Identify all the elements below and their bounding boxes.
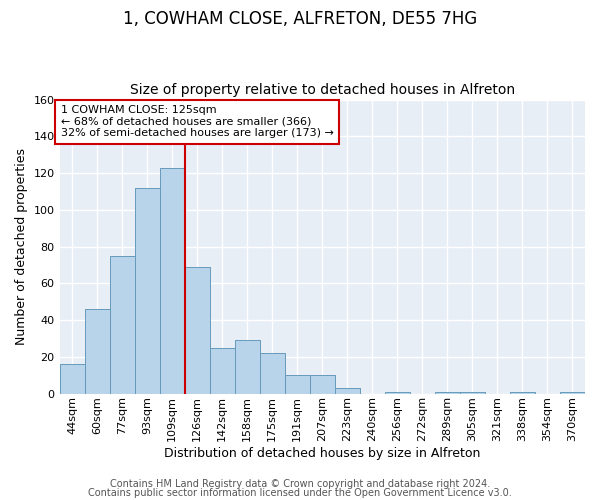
- Bar: [460, 392, 485, 394]
- Text: 1, COWHAM CLOSE, ALFRETON, DE55 7HG: 1, COWHAM CLOSE, ALFRETON, DE55 7HG: [123, 10, 477, 28]
- Bar: [335, 388, 360, 394]
- Bar: [285, 375, 310, 394]
- Bar: [435, 392, 460, 394]
- Bar: [110, 256, 134, 394]
- Bar: [209, 348, 235, 394]
- Bar: [185, 267, 209, 394]
- Bar: [560, 392, 585, 394]
- Text: Contains HM Land Registry data © Crown copyright and database right 2024.: Contains HM Land Registry data © Crown c…: [110, 479, 490, 489]
- Bar: [510, 392, 535, 394]
- Bar: [310, 375, 335, 394]
- Y-axis label: Number of detached properties: Number of detached properties: [15, 148, 28, 345]
- Bar: [59, 364, 85, 394]
- Bar: [260, 353, 285, 394]
- Bar: [385, 392, 410, 394]
- Title: Size of property relative to detached houses in Alfreton: Size of property relative to detached ho…: [130, 83, 515, 97]
- Bar: [134, 188, 160, 394]
- Bar: [85, 309, 110, 394]
- Bar: [235, 340, 260, 394]
- Text: Contains public sector information licensed under the Open Government Licence v3: Contains public sector information licen…: [88, 488, 512, 498]
- X-axis label: Distribution of detached houses by size in Alfreton: Distribution of detached houses by size …: [164, 447, 481, 460]
- Bar: [160, 168, 185, 394]
- Text: 1 COWHAM CLOSE: 125sqm
← 68% of detached houses are smaller (366)
32% of semi-de: 1 COWHAM CLOSE: 125sqm ← 68% of detached…: [61, 105, 334, 138]
